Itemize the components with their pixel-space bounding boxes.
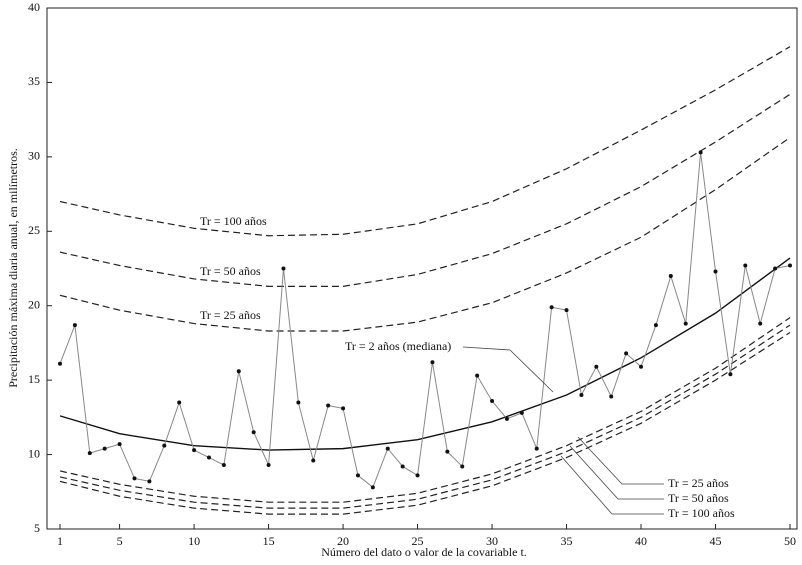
observed-point bbox=[579, 393, 584, 398]
y-axis-label: Precipitación máxima diaria anual, en mi… bbox=[6, 148, 20, 388]
observed-point bbox=[147, 479, 152, 484]
observed-point bbox=[475, 373, 480, 378]
y-tick-label: 5 bbox=[34, 521, 40, 535]
observed-point bbox=[728, 372, 733, 377]
observed-point bbox=[326, 403, 331, 408]
observed-point bbox=[87, 451, 92, 456]
leader-line bbox=[462, 346, 554, 393]
x-tick-label: 30 bbox=[486, 534, 498, 548]
observed-point bbox=[490, 398, 495, 403]
y-tick-label: 15 bbox=[28, 372, 40, 386]
observed-point bbox=[743, 263, 748, 268]
curve-label: Tr = 25 años bbox=[668, 476, 729, 490]
observed-point bbox=[206, 455, 211, 460]
leader-line bbox=[577, 436, 664, 485]
observed-point bbox=[132, 476, 137, 481]
observed-point bbox=[639, 364, 644, 369]
observed-point bbox=[653, 323, 658, 328]
observed-point bbox=[698, 150, 703, 155]
observed-point bbox=[758, 321, 763, 326]
curve-label: Tr = 50 años bbox=[200, 264, 261, 278]
observed-point bbox=[534, 446, 539, 451]
observed-point bbox=[609, 394, 614, 399]
observed-point bbox=[460, 464, 465, 469]
leader-line bbox=[560, 455, 664, 515]
y-tick-label: 25 bbox=[28, 223, 40, 237]
observed-point bbox=[58, 361, 62, 366]
curve bbox=[59, 93, 791, 287]
observed-point bbox=[504, 416, 509, 421]
curve bbox=[59, 324, 791, 509]
x-tick-label: 40 bbox=[635, 534, 647, 548]
y-tick-label: 40 bbox=[28, 0, 40, 14]
observed-point bbox=[430, 360, 435, 365]
y-tick-label: 35 bbox=[28, 74, 40, 88]
observed-point bbox=[102, 446, 107, 451]
x-tick-label: 45 bbox=[710, 534, 722, 548]
observed-point bbox=[594, 364, 599, 369]
curve bbox=[59, 317, 791, 503]
x-tick-label: 25 bbox=[412, 534, 424, 548]
curve bbox=[59, 257, 791, 451]
observed-point bbox=[773, 266, 778, 271]
observed-point bbox=[445, 449, 450, 454]
observed-point bbox=[341, 406, 346, 411]
observed-point bbox=[192, 448, 197, 453]
observed-point bbox=[668, 273, 673, 278]
y-tick-label: 30 bbox=[28, 149, 40, 163]
observed-point bbox=[624, 351, 629, 356]
x-tick-label: 35 bbox=[561, 534, 573, 548]
curve-label: Tr = 50 años bbox=[668, 491, 729, 505]
x-tick-label: 5 bbox=[117, 534, 123, 548]
observed-point bbox=[221, 462, 226, 467]
x-tick-label: 20 bbox=[337, 534, 349, 548]
x-axis-label: Número del dato o valor de la covariable… bbox=[321, 545, 527, 559]
observed-point bbox=[311, 458, 316, 463]
observed-point bbox=[72, 323, 77, 328]
curve-label: Tr = 100 años bbox=[200, 214, 267, 228]
observed-point bbox=[564, 308, 569, 313]
y-tick-label: 10 bbox=[28, 446, 40, 460]
observed-point bbox=[400, 464, 405, 469]
observed-point bbox=[519, 410, 524, 415]
observed-point bbox=[281, 266, 286, 271]
observed-point bbox=[117, 442, 122, 447]
y-tick-label: 20 bbox=[28, 297, 40, 311]
x-tick-label: 1 bbox=[57, 534, 63, 548]
x-tick-label: 15 bbox=[263, 534, 275, 548]
curve bbox=[59, 46, 791, 237]
observed-point bbox=[549, 305, 554, 310]
plot-frame bbox=[46, 7, 798, 530]
leader-line bbox=[569, 445, 664, 500]
observed-point bbox=[788, 263, 792, 268]
curve bbox=[59, 137, 791, 332]
curve-label: Tr = 100 años bbox=[668, 506, 735, 520]
x-tick-label: 50 bbox=[784, 534, 796, 548]
curve-label: Tr = 25 años bbox=[200, 308, 261, 322]
observed-point bbox=[251, 430, 256, 435]
observed-point bbox=[385, 446, 390, 451]
observed-point bbox=[266, 462, 271, 467]
observed-point bbox=[415, 473, 420, 478]
observed-point bbox=[683, 321, 688, 326]
observed-point bbox=[236, 369, 241, 374]
x-tick-label: 10 bbox=[188, 534, 200, 548]
observed-point bbox=[370, 485, 375, 490]
observed-point bbox=[355, 473, 360, 478]
curve-label: Tr = 2 años (mediana) bbox=[345, 339, 451, 353]
observed-point bbox=[713, 269, 718, 274]
curve bbox=[59, 332, 791, 515]
observed-line bbox=[59, 152, 791, 489]
observed-point bbox=[296, 400, 301, 405]
observed-point bbox=[162, 443, 167, 448]
observed-point bbox=[177, 400, 182, 405]
